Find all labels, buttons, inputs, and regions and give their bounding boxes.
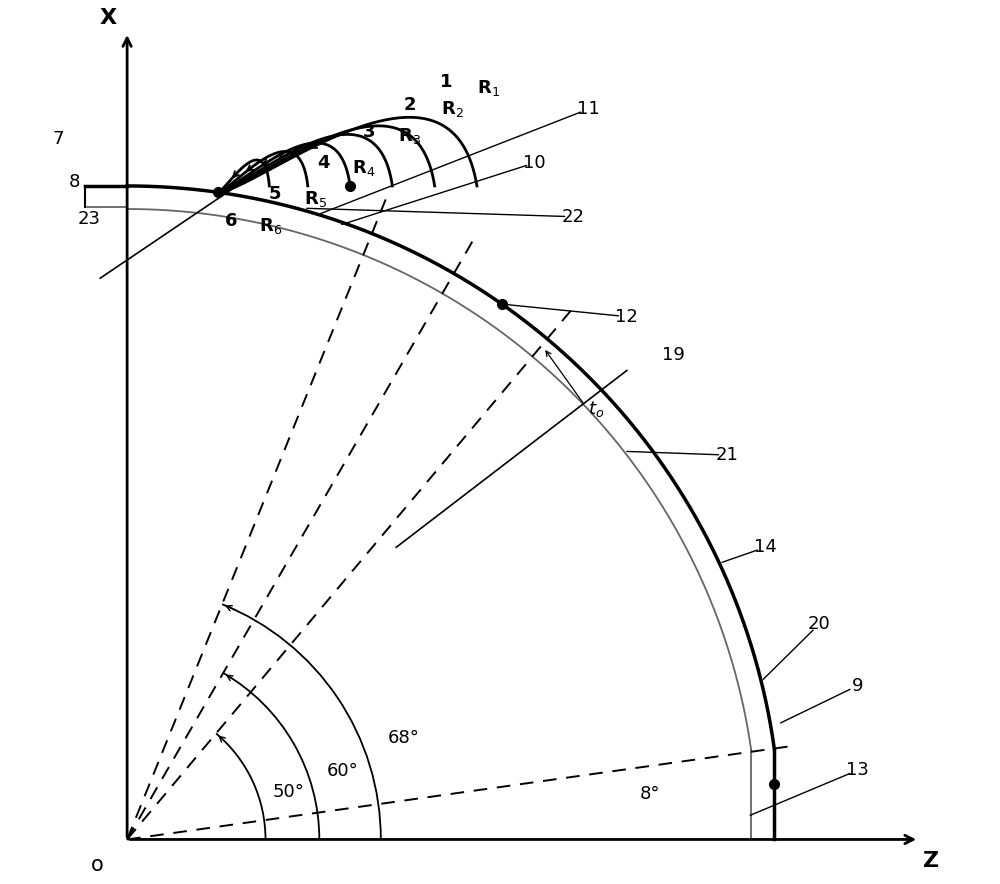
Text: 4: 4 [317, 154, 329, 171]
Text: R$_5$: R$_5$ [304, 189, 327, 209]
Text: R$_2$: R$_2$ [441, 99, 464, 119]
Text: 68°: 68° [388, 729, 420, 747]
Text: 12: 12 [615, 308, 638, 325]
Text: X: X [99, 8, 116, 28]
Text: 50°: 50° [273, 783, 305, 801]
Text: R$_4$: R$_4$ [352, 158, 375, 179]
Text: 1: 1 [440, 73, 452, 91]
Text: 5: 5 [268, 185, 281, 202]
Text: 9: 9 [852, 676, 863, 695]
Text: 23: 23 [77, 210, 100, 228]
Text: 20: 20 [808, 615, 830, 633]
Text: $t_o$: $t_o$ [588, 399, 605, 419]
Text: 2: 2 [404, 96, 416, 114]
Text: R$_6$: R$_6$ [259, 216, 283, 236]
Text: 3: 3 [363, 123, 376, 141]
Text: 8°: 8° [640, 786, 660, 804]
Text: Z: Z [923, 851, 939, 871]
Text: 6: 6 [225, 211, 237, 230]
Text: 19: 19 [662, 347, 684, 364]
Text: o: o [91, 855, 104, 875]
Text: R$_3$: R$_3$ [398, 126, 421, 146]
Text: 13: 13 [846, 761, 869, 780]
Text: 10: 10 [523, 154, 546, 171]
Text: 22: 22 [562, 208, 585, 225]
Text: 14: 14 [754, 538, 777, 556]
Text: 11: 11 [577, 100, 600, 118]
Text: 21: 21 [715, 446, 738, 464]
Text: 8: 8 [69, 173, 81, 191]
Text: 7: 7 [52, 130, 64, 148]
Text: R$_1$: R$_1$ [477, 78, 500, 97]
Text: 60°: 60° [327, 762, 358, 781]
